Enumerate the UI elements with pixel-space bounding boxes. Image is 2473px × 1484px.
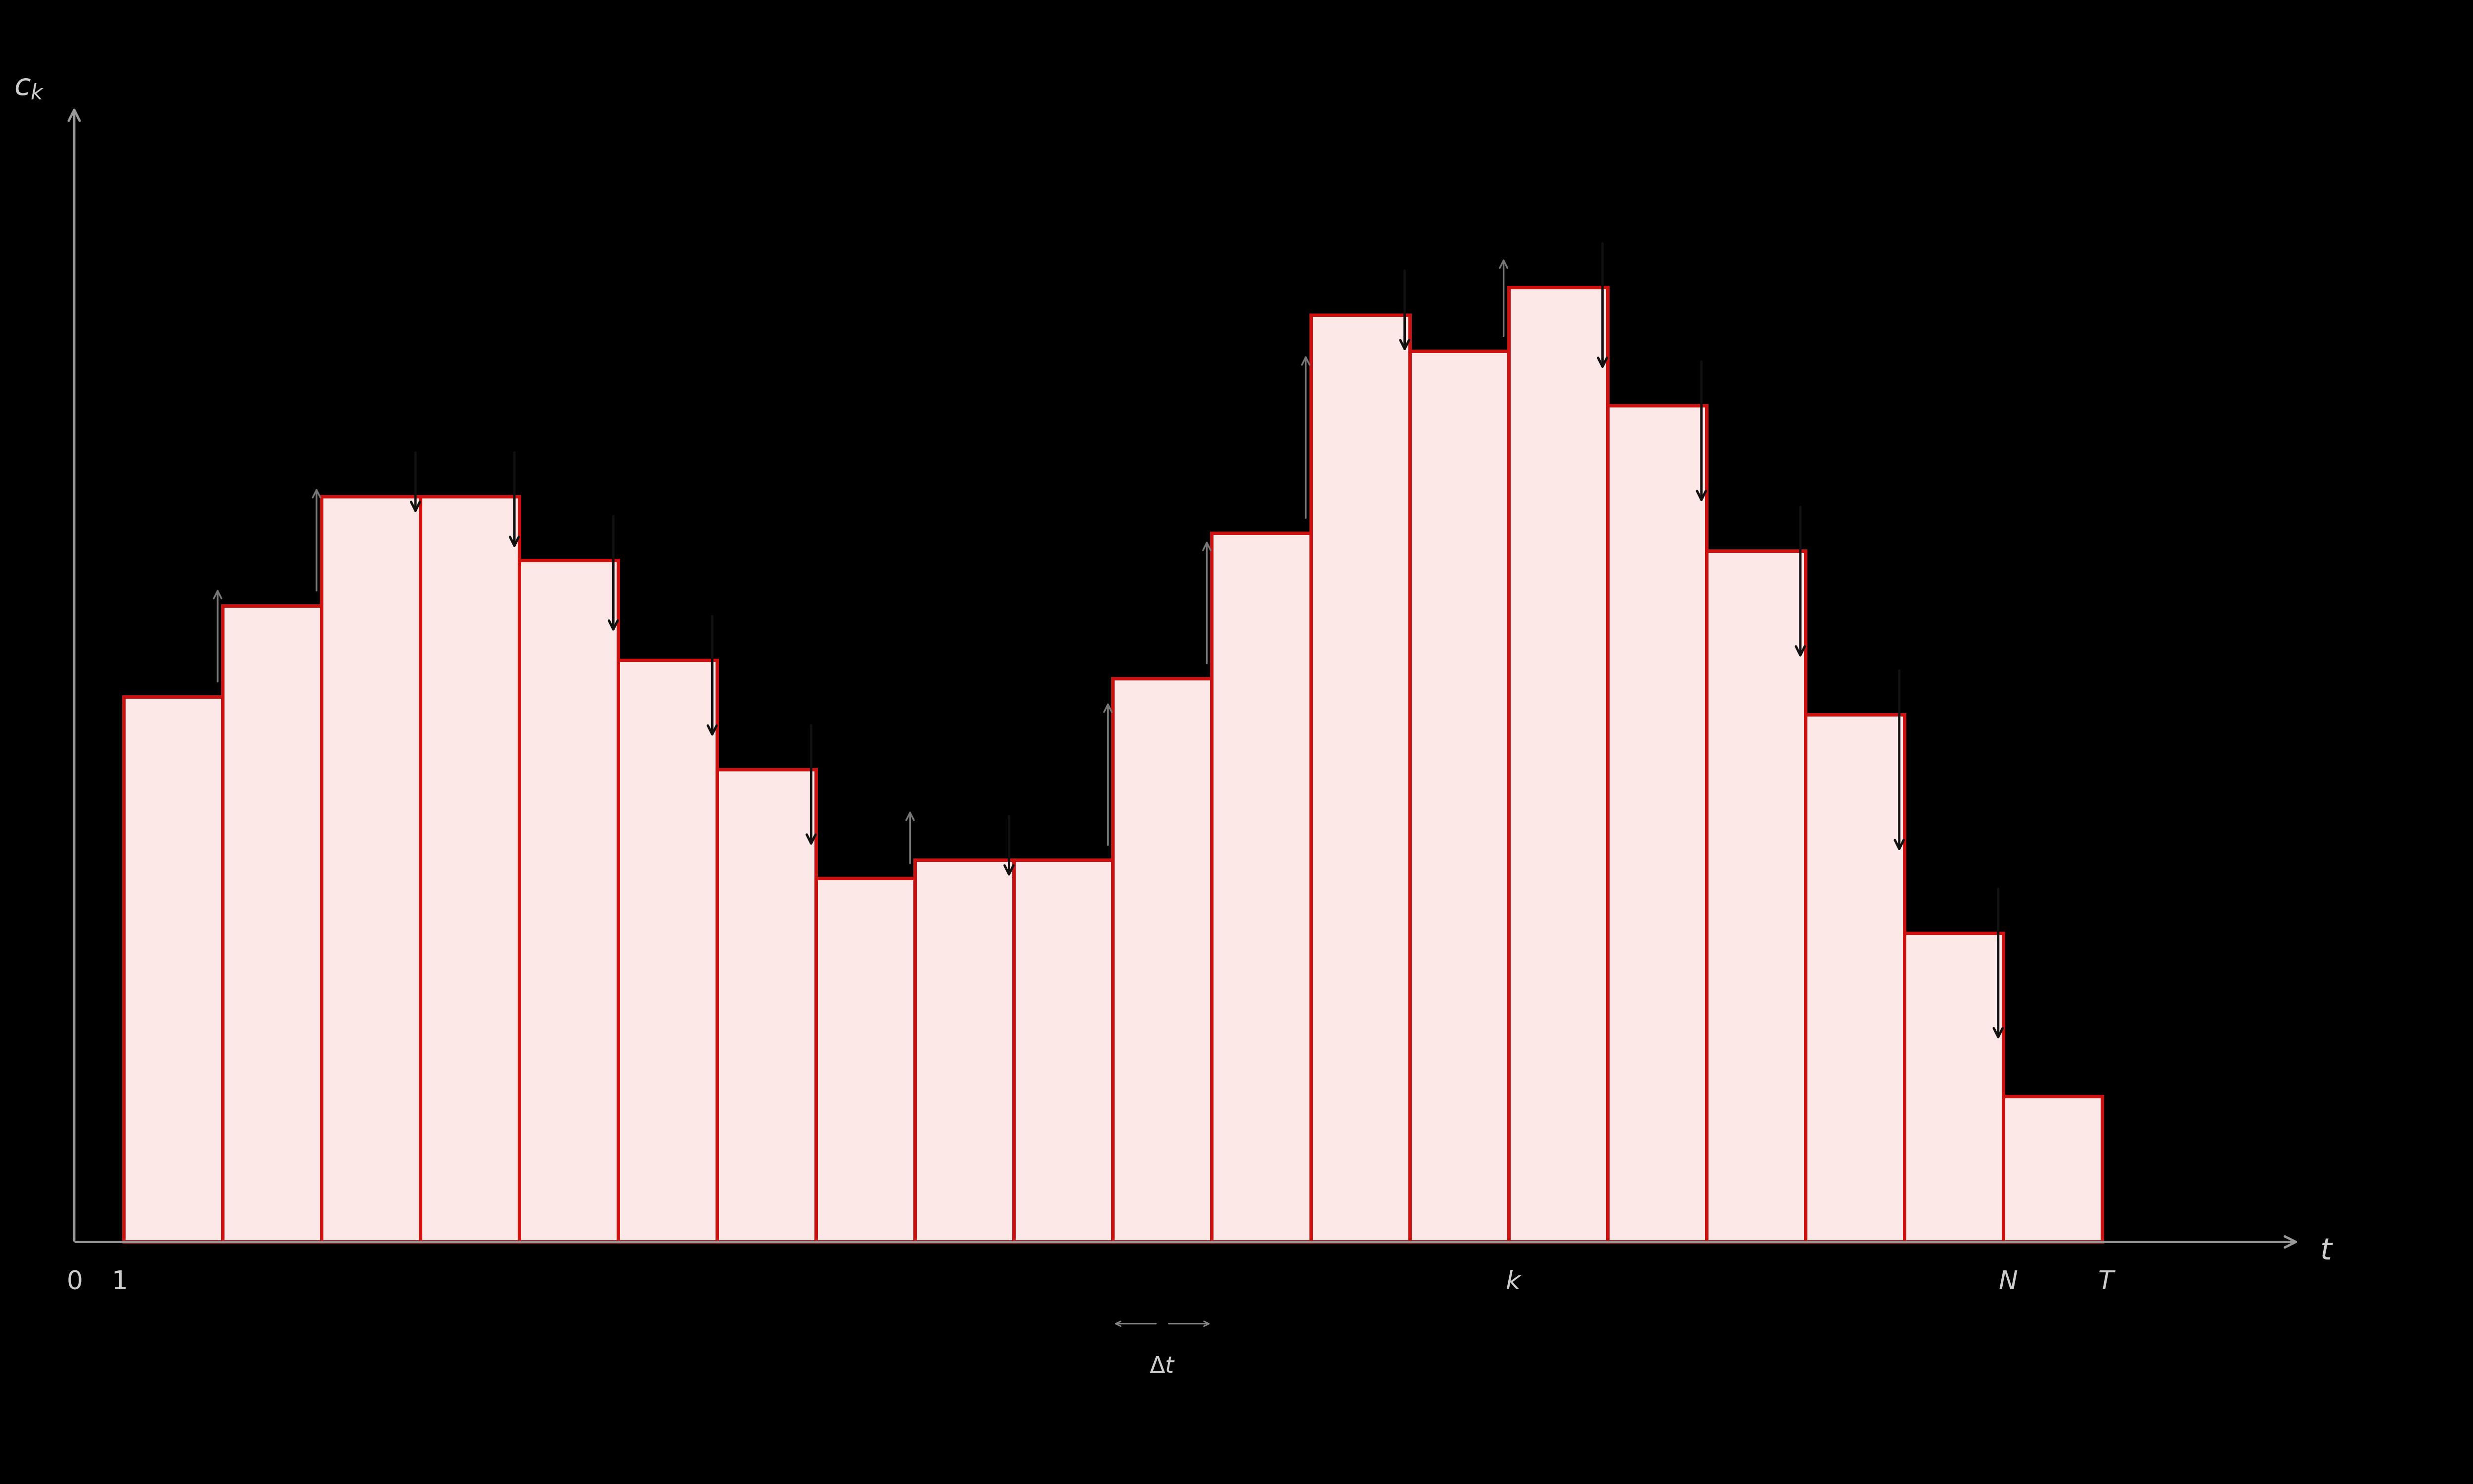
Text: $k$: $k$ <box>1506 1269 1521 1294</box>
Bar <box>1113 678 1212 1242</box>
Text: $\Delta t$: $\Delta t$ <box>1150 1355 1175 1379</box>
Text: $1$: $1$ <box>111 1269 126 1294</box>
Bar <box>1014 861 1113 1242</box>
Bar <box>124 696 223 1242</box>
Bar <box>915 861 1014 1242</box>
Bar <box>1805 715 1904 1242</box>
Bar <box>2003 1097 2102 1242</box>
Bar <box>1311 315 1410 1242</box>
Bar <box>1904 933 2003 1242</box>
Text: $t$: $t$ <box>2320 1236 2335 1266</box>
Bar <box>1607 405 1706 1242</box>
Text: $T$: $T$ <box>2097 1269 2117 1294</box>
Bar <box>420 497 519 1242</box>
Bar <box>618 660 717 1242</box>
Bar <box>1509 288 1607 1242</box>
Bar <box>717 769 816 1242</box>
Bar <box>223 605 321 1242</box>
Text: $c_k$: $c_k$ <box>15 71 45 101</box>
Bar <box>816 879 915 1242</box>
Bar <box>519 559 618 1242</box>
Bar <box>1212 533 1311 1242</box>
Bar <box>1410 352 1509 1242</box>
Bar <box>1706 551 1805 1242</box>
Bar <box>321 497 420 1242</box>
Text: $0$: $0$ <box>67 1269 82 1294</box>
Text: $N$: $N$ <box>1998 1269 2018 1294</box>
